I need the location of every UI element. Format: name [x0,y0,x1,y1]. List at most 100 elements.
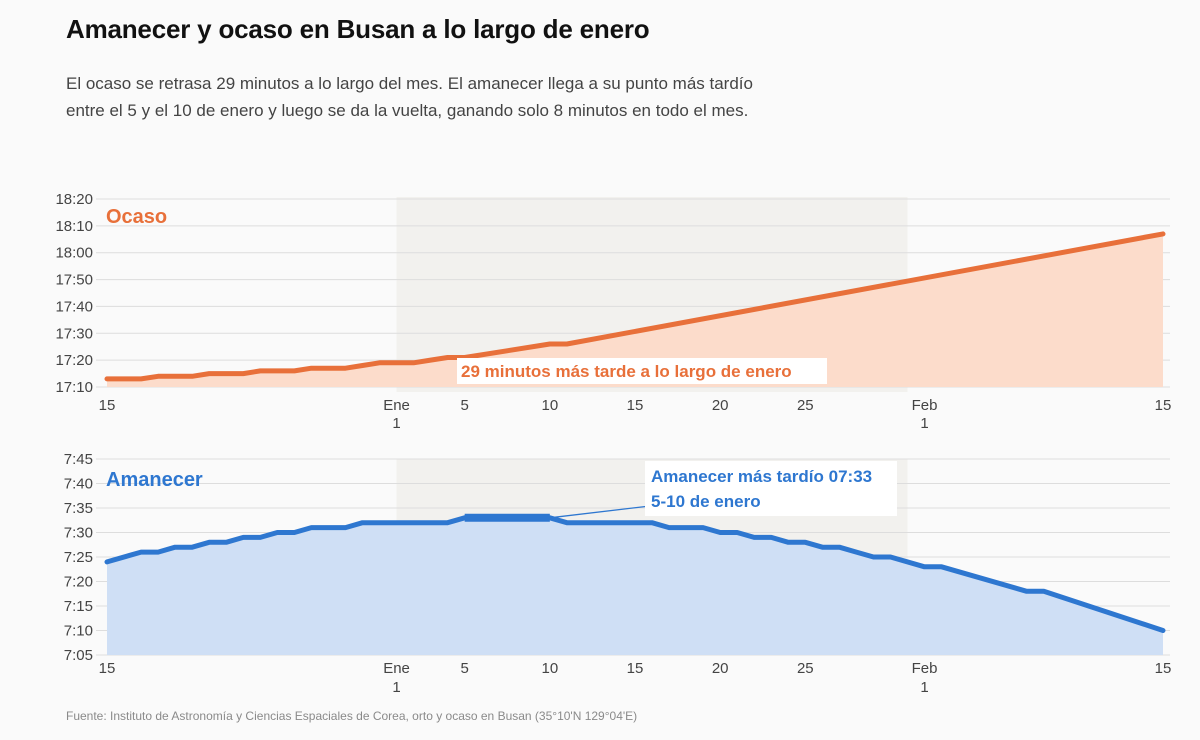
sunrise-point [105,560,109,564]
x-tick-label: 20 [712,397,729,414]
sunrise-area [107,517,1163,655]
sunrise-point [1042,589,1046,593]
chart-title: Amanecer y ocaso en Busan a lo largo de … [66,14,650,44]
y-tick-label: 18:00 [55,245,93,262]
sunrise-annotation-line1: Amanecer más tardío 07:33 [651,467,872,486]
sunrise-point [820,545,824,549]
x-tick-label: 25 [797,397,814,414]
x-tick-label: 15 [627,660,644,677]
x-tick-label: 15 [1155,397,1172,414]
x-tick-label: Ene [383,397,410,414]
x-tick-label-line2: 1 [392,679,400,696]
x-tick-label: 15 [1155,660,1172,677]
sunset-area [107,233,1163,387]
sunset-point [412,361,416,365]
y-tick-label: 17:40 [55,298,93,315]
sunset-point [156,374,160,378]
sunset-point [309,366,313,370]
sunrise-point [343,526,347,530]
sunset-annotation: 29 minutos más tarde a lo largo de enero [461,362,792,381]
y-tick-label: 7:10 [64,623,93,640]
x-tick-label: 20 [712,660,729,677]
sunset-point [207,372,211,376]
sunrise-point [190,545,194,549]
y-tick-label: 7:25 [64,549,93,566]
sunrise-point [786,540,790,544]
sunrise-point [139,550,143,554]
x-tick-label: 10 [541,397,558,414]
sunset-point [105,377,109,381]
sunrise-point [446,521,450,525]
sunrise-point [769,535,773,539]
sunrise-point [837,545,841,549]
sunrise-point [718,531,722,534]
sunrise-point [309,526,313,530]
chart-subtitle: El ocaso se retrasa 29 minutos a lo larg… [66,74,753,120]
y-tick-label: 7:15 [64,598,93,615]
x-tick-label: 15 [99,397,116,414]
y-tick-label: 17:30 [55,325,93,342]
annotation-leader-line [549,505,651,519]
x-tick-label: 15 [99,660,116,677]
y-tick-label: 17:20 [55,352,93,369]
sunrise-annotation-line2: 5-10 de enero [651,492,761,511]
sunrise-point [258,535,262,539]
annotation-background [457,358,827,384]
sunrise-point [752,535,756,539]
y-tick-label: 7:30 [64,525,93,542]
sunrise-point [735,531,739,534]
x-tick-label-line2: 1 [392,415,400,432]
sunrise-point [173,545,177,549]
sunset-point [1161,232,1165,236]
sunrise-point [803,540,807,544]
y-tick-label: 17:10 [55,379,93,396]
sunset-point [190,374,194,378]
y-tick-label: 7:45 [64,451,93,468]
x-tick-label: Ene [383,660,410,677]
sunset-point [446,355,450,359]
sunset-point [378,361,382,365]
x-tick-label-line2: 1 [920,679,928,696]
sunset-point [343,366,347,370]
y-tick-label: 7:20 [64,574,93,591]
x-tick-label: 25 [797,660,814,677]
sunset-point [241,372,245,376]
sunrise-point [650,521,654,525]
sunrise-point [667,526,671,530]
y-tick-label: 18:20 [55,191,93,208]
sunset-point [548,342,552,346]
x-tick-label: 10 [541,660,558,677]
y-tick-label: 7:05 [64,647,93,664]
sunrise-point [275,531,279,534]
sunrise-point [156,550,160,554]
y-tick-label: 7:40 [64,476,93,493]
sunset-point [139,377,143,381]
y-tick-label: 17:50 [55,272,93,289]
sunrise-point [241,535,245,539]
sunset-point [258,369,262,373]
sunrise-point [224,540,228,544]
sunset-series-label: Ocaso [106,206,167,228]
y-tick-label: 7:35 [64,500,93,517]
x-tick-label: 5 [461,660,469,677]
sunrise-point [923,565,927,569]
sunrise-point [207,540,211,544]
x-tick-label: 15 [627,397,644,414]
sunrise-point [871,555,875,559]
sunrise-point [888,555,892,559]
sunrise-point [940,565,944,569]
sunrise-point [292,531,296,534]
x-tick-label: Feb [912,660,938,677]
sunrise-point [701,526,705,530]
sunrise-point [854,550,858,554]
y-tick-label: 18:10 [55,218,93,235]
x-tick-label-line2: 1 [920,415,928,432]
sunset-point [292,369,296,373]
sunrise-point [360,521,364,525]
sunset-point [565,342,569,346]
sunrise-point [1025,589,1029,593]
sunrise-point [565,521,569,525]
sunrise-point [1161,629,1165,632]
x-tick-label: Feb [912,397,938,414]
